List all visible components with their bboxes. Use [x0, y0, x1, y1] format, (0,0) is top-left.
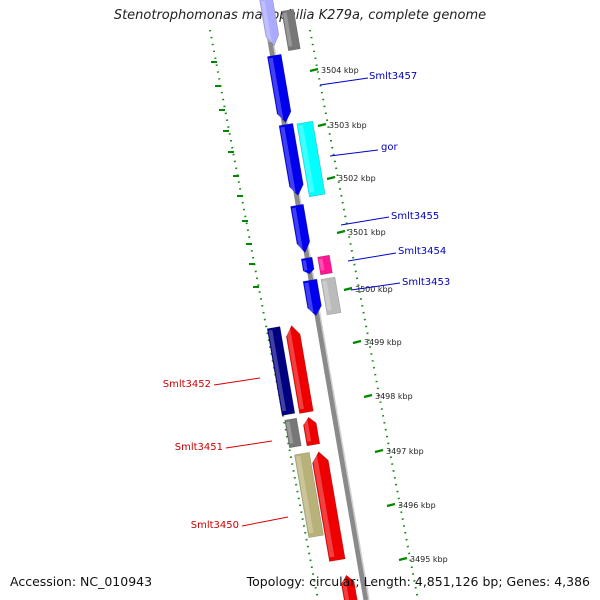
- kbp-tick-label: 3499 kbp: [364, 338, 402, 347]
- kbp-tick-label: 3502 kbp: [338, 174, 376, 183]
- gene-feature-smlt3450-red: [312, 451, 346, 562]
- gene-label: Smlt3457: [369, 71, 417, 82]
- kbp-tick: [326, 175, 336, 181]
- gene-leader-line: [347, 252, 397, 262]
- gene-leader-line: [350, 282, 401, 291]
- gene-feature-smlt3450: [294, 451, 324, 539]
- kbp-tick-label: 3503 kbp: [329, 121, 367, 130]
- kbp-tick: [386, 502, 396, 508]
- gene-label: Smlt3454: [398, 246, 446, 257]
- gene-feature-smlt3452-red: [285, 325, 314, 414]
- kbp-tick-label: 3496 kbp: [398, 501, 436, 510]
- gene-label: Smlt3452: [163, 379, 211, 390]
- kbp-tick: [343, 286, 353, 292]
- kbp-tick: [363, 393, 373, 399]
- gene-feature-gor-forward: [278, 122, 304, 196]
- kbp-tick: [317, 122, 327, 128]
- gene-feature-gray-top: [281, 8, 301, 52]
- inner-dotted-guide: [209, 29, 319, 600]
- gene-leader-line: [241, 516, 289, 527]
- gene-label: Smlt3450: [191, 520, 239, 531]
- gene-feature-gor: [296, 120, 326, 198]
- gene-leader-line: [319, 77, 369, 86]
- gene-leader-line: [213, 377, 261, 386]
- gene-feature-smlt3455: [290, 203, 311, 254]
- kbp-tick: [336, 229, 346, 235]
- gene-feature-smlt3457: [267, 53, 292, 124]
- gene-label: Smlt3455: [391, 211, 439, 222]
- accession-text: Accession: NC_010943: [10, 574, 153, 589]
- gene-leader-line: [225, 440, 273, 449]
- outer-dotted-guide: [309, 29, 419, 600]
- gene-label: gor: [381, 142, 398, 153]
- gene-label: Smlt3453: [402, 277, 450, 288]
- kbp-tick-label: 3495 kbp: [410, 555, 448, 564]
- gene-feature-smlt3451: [284, 417, 302, 449]
- gene-feature-smlt3453: [302, 278, 322, 317]
- gene-label: Smlt3451: [175, 442, 223, 453]
- gene-leader-line: [329, 149, 379, 157]
- gene-feature-partial: [259, 0, 280, 47]
- gene-feature-smlt3452: [266, 326, 296, 416]
- topology-text: Topology: circular; Length: 4,851,126 bp…: [246, 574, 590, 589]
- kbp-tick: [398, 556, 408, 562]
- gene-feature-smlt3453-pair: [320, 276, 342, 316]
- kbp-tick-label: 3497 kbp: [386, 447, 424, 456]
- kbp-tick: [374, 448, 384, 454]
- kbp-tick-label: 3504 kbp: [321, 66, 359, 75]
- kbp-tick-label: 3498 kbp: [375, 392, 413, 401]
- kbp-tick: [352, 339, 362, 345]
- gene-feature-smlt3454: [300, 256, 315, 275]
- gene-leader-line: [340, 216, 390, 226]
- gene-feature-smlt3451-red: [303, 416, 321, 447]
- gene-feature-pink: [317, 254, 333, 276]
- kbp-tick-label: 3500 kbp: [355, 285, 393, 294]
- gene-feature-bottom: [341, 574, 359, 600]
- kbp-tick-label: 3501 kbp: [348, 228, 386, 237]
- kbp-tick: [309, 67, 319, 73]
- map-title: Stenotrophomonas maltophilia K279a, comp…: [113, 8, 487, 23]
